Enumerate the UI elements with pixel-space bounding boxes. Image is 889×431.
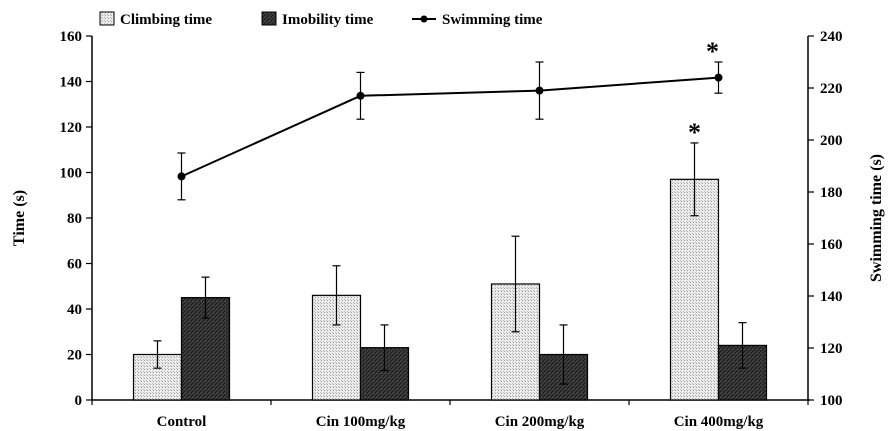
right-tick-label: 140 xyxy=(820,289,843,305)
x-axis-ticks: Control Cin 100mg/kg Cin 200mg/kg Cin 400mg… xyxy=(91,400,809,430)
swimming-point xyxy=(356,91,365,100)
legend-label-swimming: Swimming time xyxy=(442,12,543,28)
left-tick-label: 20 xyxy=(67,348,82,364)
right-axis-ticks: 100 120 140 160 180 200 220 240 xyxy=(808,29,843,409)
left-tick-label: 0 xyxy=(75,393,83,409)
swimming-line-series xyxy=(177,61,723,201)
left-tick-label: 60 xyxy=(67,257,82,273)
left-tick-label: 40 xyxy=(67,302,82,318)
right-tick-label: 180 xyxy=(820,185,843,201)
significance-star: * xyxy=(706,37,719,66)
legend-marker-swimming xyxy=(420,15,428,23)
right-tick-label: 100 xyxy=(820,393,843,409)
left-tick-label: 100 xyxy=(60,166,83,182)
right-tick-label: 200 xyxy=(820,133,843,149)
legend: Climbing time Imobility time Swimming ti… xyxy=(99,11,543,28)
x-category-label: Cin 200mg/kg xyxy=(495,414,585,430)
left-tick-label: 160 xyxy=(60,29,83,45)
x-category-label: Cin 100mg/kg xyxy=(316,414,406,430)
legend-label-imobility: Imobility time xyxy=(282,12,374,28)
left-axis-ticks: 0 20 40 60 80 100 120 140 160 xyxy=(60,29,92,409)
legend-item-imobility: Imobility time xyxy=(261,11,374,28)
right-tick-label: 120 xyxy=(820,341,843,357)
legend-item-climbing: Climbing time xyxy=(99,11,212,28)
legend-swatch-climbing xyxy=(99,11,115,26)
significance-markers: ** xyxy=(688,37,719,147)
legend-item-swimming: Swimming time xyxy=(412,12,543,28)
swimming-point xyxy=(535,86,544,95)
swimming-point xyxy=(714,73,723,82)
swimming-line xyxy=(181,76,719,178)
legend-swatch-imobility xyxy=(261,11,277,26)
significance-star: * xyxy=(688,118,701,147)
left-tick-label: 140 xyxy=(60,75,83,91)
legend-label-climbing: Climbing time xyxy=(120,12,212,28)
left-tick-label: 120 xyxy=(60,120,83,136)
y2-axis-title: Swimming time (s) xyxy=(868,154,885,282)
bars xyxy=(132,142,768,401)
swimming-point xyxy=(177,172,186,181)
right-tick-label: 220 xyxy=(820,81,843,97)
left-tick-label: 80 xyxy=(67,211,82,227)
right-tick-label: 160 xyxy=(820,237,843,253)
y-axis-title: Time (s) xyxy=(11,190,28,246)
right-tick-label: 240 xyxy=(820,29,843,45)
x-category-label: Cin 400mg/kg xyxy=(674,414,764,430)
x-category-label: Control xyxy=(157,414,207,430)
